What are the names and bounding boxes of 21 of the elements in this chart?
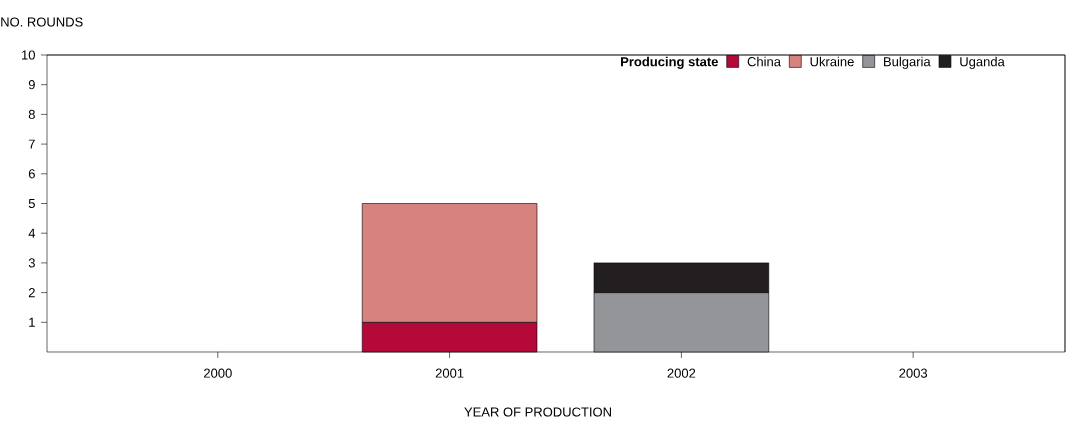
- x-tick-label: 2001: [435, 368, 464, 378]
- y-tick-label: 2: [28, 288, 35, 298]
- y-axis-title: NO. ROUNDS: [1, 17, 83, 27]
- y-tick-label: 5: [28, 198, 35, 209]
- y-tick-label: 10: [22, 50, 35, 60]
- y-tick-label: 4: [28, 228, 36, 238]
- y-tick-label: 1: [29, 317, 35, 327]
- y-tick-label: 6: [28, 169, 35, 179]
- x-axis-title: YEAR OF PRODUCTION: [464, 407, 611, 417]
- legend-label: Bulgaria: [884, 56, 931, 69]
- y-tick-label: 7: [28, 139, 35, 149]
- y-tick-label: 3: [28, 258, 35, 268]
- x-tick-label: 2003: [899, 368, 928, 378]
- y-tick-label: 9: [28, 80, 35, 90]
- y-tick-label: 8: [28, 109, 35, 119]
- legend-label: Ukraine: [810, 56, 854, 67]
- legend-label: Uganda: [960, 56, 1005, 69]
- x-tick-label: 2000: [204, 368, 232, 378]
- legend-label: China: [747, 56, 781, 67]
- x-tick-label: 2002: [667, 368, 696, 378]
- legend-title: Producing state: [621, 56, 718, 69]
